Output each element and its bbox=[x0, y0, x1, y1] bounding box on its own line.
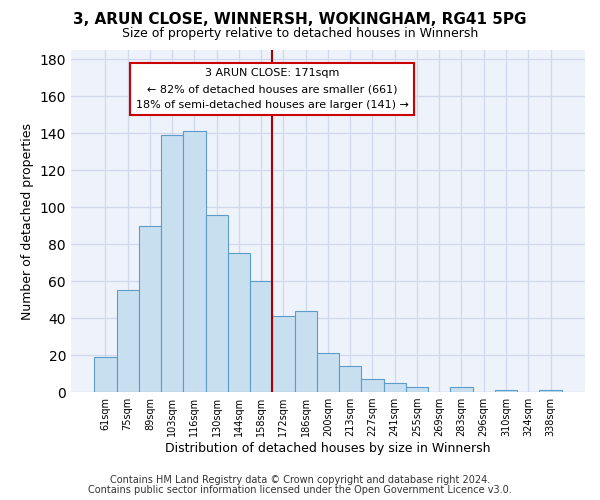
Bar bbox=[295, 310, 317, 392]
X-axis label: Distribution of detached houses by size in Winnersh: Distribution of detached houses by size … bbox=[165, 442, 491, 455]
Text: Contains public sector information licensed under the Open Government Licence v3: Contains public sector information licen… bbox=[88, 485, 512, 495]
Bar bbox=[383, 383, 406, 392]
Text: Size of property relative to detached houses in Winnersh: Size of property relative to detached ho… bbox=[122, 28, 478, 40]
Bar bbox=[539, 390, 562, 392]
Bar bbox=[250, 281, 272, 392]
Text: 3, ARUN CLOSE, WINNERSH, WOKINGHAM, RG41 5PG: 3, ARUN CLOSE, WINNERSH, WOKINGHAM, RG41… bbox=[73, 12, 527, 28]
Bar bbox=[206, 214, 228, 392]
Bar bbox=[139, 226, 161, 392]
Bar bbox=[184, 132, 206, 392]
Bar bbox=[161, 135, 184, 392]
Bar bbox=[94, 357, 116, 392]
Bar bbox=[361, 379, 383, 392]
Bar bbox=[406, 386, 428, 392]
Text: Contains HM Land Registry data © Crown copyright and database right 2024.: Contains HM Land Registry data © Crown c… bbox=[110, 475, 490, 485]
Bar bbox=[228, 254, 250, 392]
Bar bbox=[116, 290, 139, 392]
Y-axis label: Number of detached properties: Number of detached properties bbox=[21, 122, 34, 320]
Text: 3 ARUN CLOSE: 171sqm
← 82% of detached houses are smaller (661)
18% of semi-deta: 3 ARUN CLOSE: 171sqm ← 82% of detached h… bbox=[136, 68, 409, 110]
Bar bbox=[451, 386, 473, 392]
Bar bbox=[495, 390, 517, 392]
Bar bbox=[339, 366, 361, 392]
Bar bbox=[272, 316, 295, 392]
Bar bbox=[317, 354, 339, 392]
